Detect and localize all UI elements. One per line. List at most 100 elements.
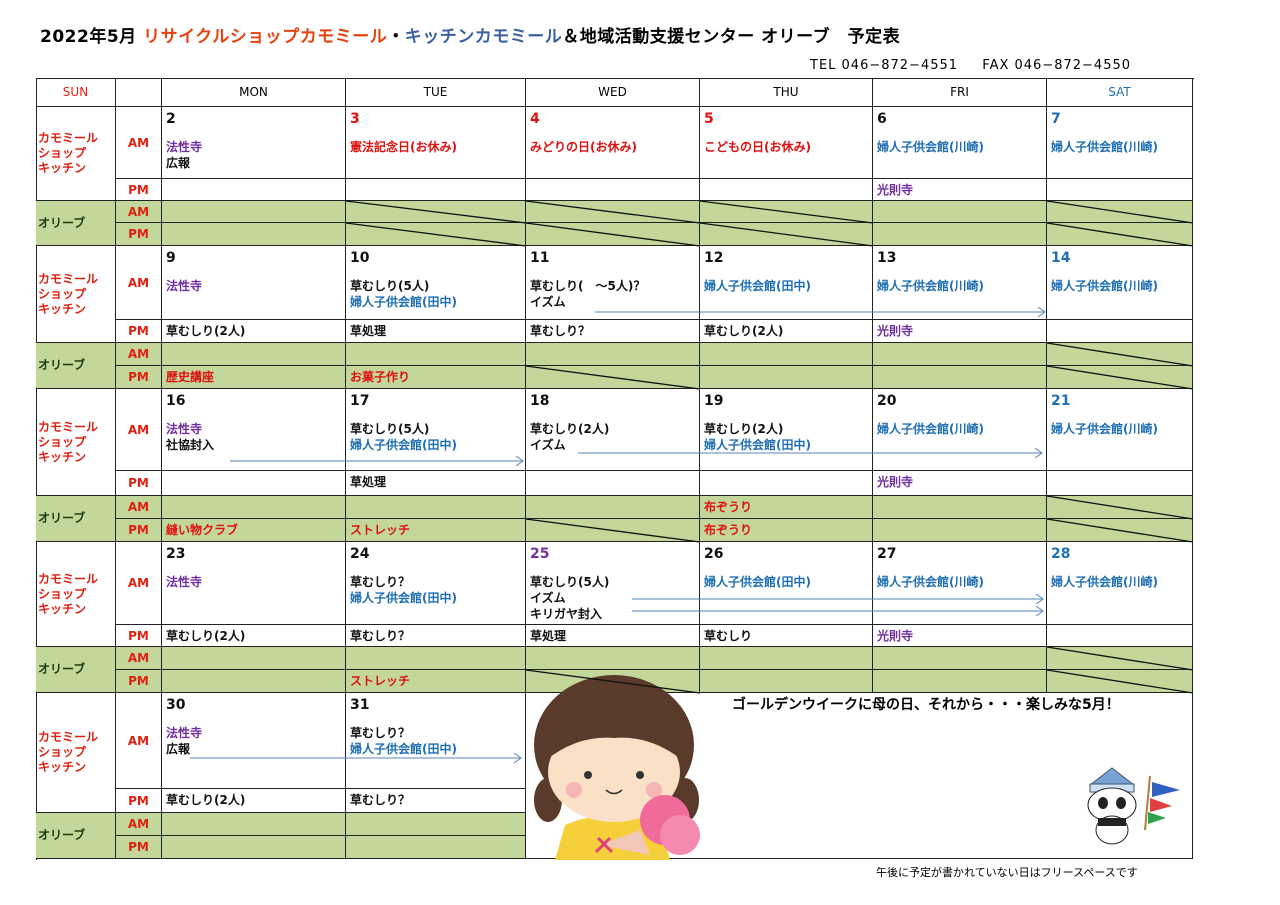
event: 草むしり？ — [350, 726, 411, 740]
am-events: こどもの日(お休み) — [704, 139, 811, 155]
event: 婦人子供会館(田中) — [350, 438, 457, 452]
closed-slash — [345, 200, 527, 224]
day-cell-oam — [162, 343, 346, 366]
closed-slash — [525, 200, 701, 224]
label-am: AM — [116, 813, 162, 836]
day-cell-oam — [346, 343, 526, 366]
day-cell-oam — [873, 496, 1047, 519]
am-events: 草むしり(5人) イズム キリガヤ封入 — [530, 574, 609, 622]
day-number: 6 — [877, 111, 887, 127]
label-olive: オリーブ — [36, 343, 116, 389]
closed-slash — [699, 222, 874, 247]
event: お菓子作り — [350, 370, 411, 384]
am-events: 婦人子供会館(田中) — [704, 574, 811, 590]
day-cell-pm — [346, 179, 526, 201]
day-cell-oam — [873, 201, 1047, 223]
day-cell-pm — [1047, 625, 1193, 647]
day-cell-am: 9 法性寺 — [162, 246, 346, 320]
am-events: 法性寺 広報 — [166, 725, 202, 757]
illustration-area — [526, 693, 1193, 859]
day-cell-opm — [162, 836, 346, 859]
event: 婦人子供会館(川崎) — [877, 575, 984, 589]
day-cell-am: 2 法性寺 広報 — [162, 107, 346, 179]
day-cell-opm — [700, 366, 873, 389]
day-number: 10 — [350, 250, 370, 266]
am-events: 草むしり？ 婦人子供会館(田中) — [350, 725, 457, 757]
day-cell-pm: 草むしり(2人) — [162, 320, 346, 343]
day-cell-opm — [873, 519, 1047, 542]
label-am: AM — [116, 693, 162, 789]
event: 広報 — [166, 742, 191, 756]
event: 縫い物クラブ — [166, 523, 239, 537]
event: 草処理 — [350, 475, 387, 489]
day-cell-am: 13 婦人子供会館(川崎) — [873, 246, 1047, 320]
header-thu: THU — [700, 78, 873, 107]
am-events: 草むしり(2人) 婦人子供会館(田中) — [704, 421, 811, 453]
day-number: 24 — [350, 546, 370, 562]
day-cell-oam — [162, 813, 346, 836]
day-cell-pm: 草処理 — [526, 625, 700, 647]
events: 布ぞうり — [704, 499, 752, 515]
day-cell-pm: 草むしり(2人) — [162, 625, 346, 647]
closed-slash — [525, 365, 701, 390]
day-number: 20 — [877, 393, 897, 409]
events: ストレッチ — [350, 522, 410, 538]
day-cell-pm: 光則寺 — [873, 471, 1047, 496]
event: 社協封入 — [166, 438, 215, 452]
day-cell-am: 27 婦人子供会館(川崎) — [873, 542, 1047, 625]
day-cell-am: 16 法性寺 社協封入 — [162, 389, 346, 471]
day-cell-am: 18 草むしり(2人) イズム — [526, 389, 700, 471]
day-number: 12 — [704, 250, 724, 266]
event: 光則寺 — [877, 475, 914, 489]
day-number: 13 — [877, 250, 897, 266]
event: 婦人子供会館(田中) — [350, 742, 457, 756]
label-olive: オリーブ — [36, 813, 116, 859]
event: 婦人子供会館(川崎) — [877, 279, 984, 293]
day-cell-am: 19 草むしり(2人) 婦人子供会館(田中) — [700, 389, 873, 471]
day-cell-oam — [526, 496, 700, 519]
closed-slash — [525, 222, 701, 247]
footnote: 午後に予定が書かれていない日はフリースペースです — [876, 866, 1138, 879]
label-am: AM — [116, 647, 162, 670]
day-cell-oam — [700, 647, 873, 670]
closed-slash — [525, 518, 701, 543]
event: 草むしり(5人) — [350, 279, 430, 293]
label-pm: PM — [116, 366, 162, 389]
label-pm: PM — [116, 320, 162, 343]
day-cell-opm — [700, 670, 873, 693]
panda-illustration — [1087, 767, 1180, 845]
day-cell-oam — [526, 343, 700, 366]
am-events: 婦人子供会館(川崎) — [1051, 278, 1158, 294]
day-cell-pm: 草むしり — [700, 625, 873, 647]
closed-slash — [1046, 342, 1194, 367]
label-pm: PM — [116, 519, 162, 542]
day-number: 27 — [877, 546, 897, 562]
closed-slash — [345, 222, 527, 247]
event: キリガヤ封入 — [530, 607, 603, 621]
day-cell-opm: 布ぞうり — [700, 519, 873, 542]
day-cell-pm: 草処理 — [346, 320, 526, 343]
day-cell-opm — [162, 670, 346, 693]
header-sat: SAT — [1047, 78, 1193, 107]
day-cell-am: 30 法性寺 広報 — [162, 693, 346, 789]
day-cell-pm — [1047, 179, 1193, 201]
fax: FAX 046−872−4550 — [982, 58, 1132, 73]
day-cell-pm: 草むしり？ — [526, 320, 700, 343]
am-events: 草むしり(5人) 婦人子供会館(田中) — [350, 278, 457, 310]
day-number: 21 — [1051, 393, 1071, 409]
event: 婦人子供会館(川崎) — [877, 140, 984, 154]
day-cell-am: 25 草むしり(5人) イズム キリガヤ封入 — [526, 542, 700, 625]
events: 草処理 — [350, 323, 386, 339]
am-events: 婦人子供会館(川崎) — [1051, 574, 1158, 590]
day-cell-am: 7 婦人子供会館(川崎) — [1047, 107, 1193, 179]
label-am: AM — [116, 246, 162, 320]
header-sun: SUN — [36, 78, 116, 107]
label-kamomile: カモミール ショップ キッチン — [36, 542, 116, 647]
message: ゴールデンウイークに母の日、それから・・・楽しみな5月！ — [732, 697, 1120, 713]
day-cell-pm — [162, 179, 346, 201]
day-cell-am: 6 婦人子供会館(川崎) — [873, 107, 1047, 179]
am-events: 婦人子供会館(川崎) — [877, 421, 984, 437]
event: 草むしり(2人) — [530, 422, 610, 436]
event: 法性寺 — [166, 726, 203, 740]
